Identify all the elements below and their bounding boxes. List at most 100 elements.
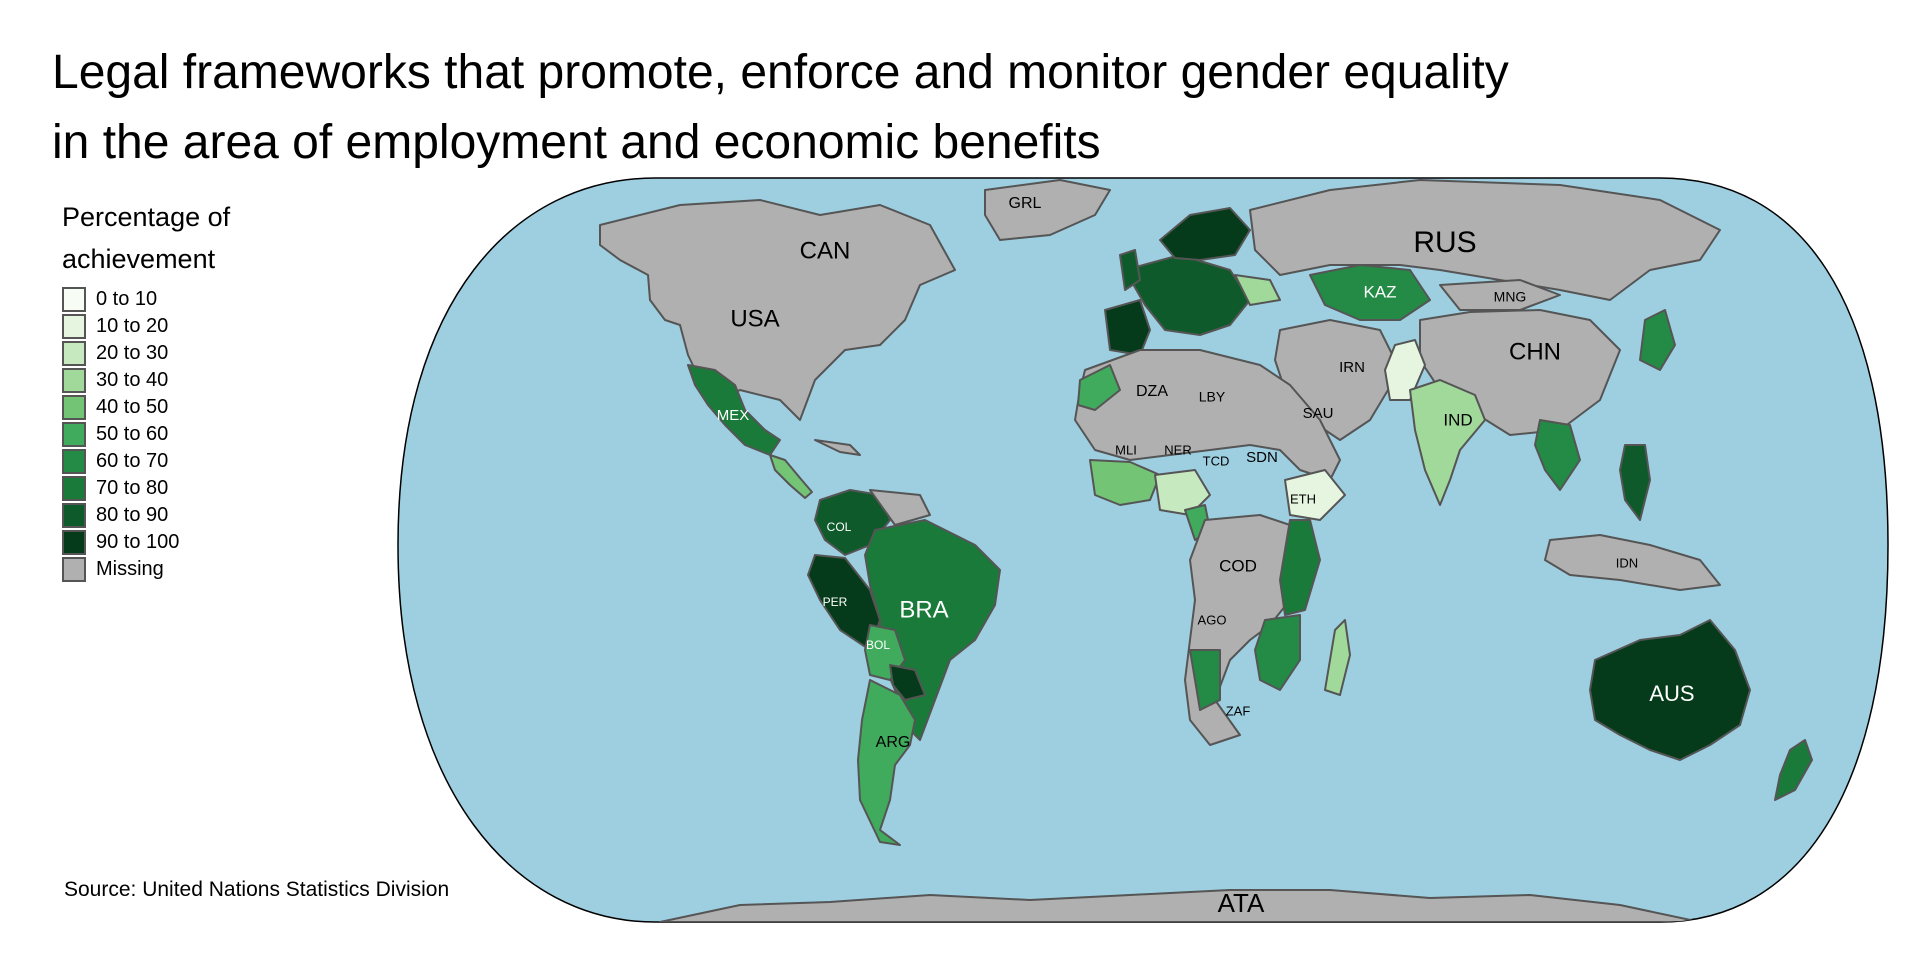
region-nigeria xyxy=(1154,469,1211,516)
region-central-america xyxy=(769,454,813,499)
country-label-lby: LBY xyxy=(1199,389,1226,405)
legend-swatch xyxy=(62,286,86,312)
country-label-rus: RUS xyxy=(1413,226,1476,259)
country-label-ata: ATA xyxy=(1218,888,1265,918)
country-label-mli: MLI xyxy=(1115,442,1137,457)
legend-label: 0 to 10 xyxy=(96,288,158,310)
region-west-africa xyxy=(1089,459,1161,506)
legend-swatch xyxy=(62,556,86,582)
country-label-can: CAN xyxy=(800,237,851,264)
region-east-africa xyxy=(1279,519,1321,616)
region-venezuela xyxy=(869,489,931,526)
region-india xyxy=(1409,379,1486,506)
legend-label: 90 to 100 xyxy=(96,531,180,553)
legend-item: 40 to 50 xyxy=(62,394,302,421)
region-philippines xyxy=(1619,444,1651,521)
country-label-per: PER xyxy=(823,595,848,609)
region-north-america xyxy=(599,199,956,421)
region-europe-west xyxy=(1104,299,1151,356)
region-pakistan xyxy=(1384,339,1426,401)
legend-swatch xyxy=(62,394,86,420)
legend-item: 20 to 30 xyxy=(62,340,302,367)
title-line-2: in the area of employment and economic b… xyxy=(52,116,1101,169)
region-ukraine xyxy=(1234,274,1281,306)
legend-swatch xyxy=(62,367,86,393)
region-australia xyxy=(1589,619,1751,761)
region-mozambique xyxy=(1254,614,1301,691)
title-line-1: Legal frameworks that promote, enforce a… xyxy=(52,46,1509,99)
region-namibia xyxy=(1189,649,1221,711)
legend-item: 50 to 60 xyxy=(62,421,302,448)
country-label-bra: BRA xyxy=(899,596,948,623)
country-label-idn: IDN xyxy=(1616,555,1638,570)
legend-label: 40 to 50 xyxy=(96,396,169,418)
legend-title-line-2: achievement xyxy=(62,244,216,274)
legend-label: 30 to 40 xyxy=(96,369,169,391)
legend-label: 70 to 80 xyxy=(96,477,169,499)
legend-label: 60 to 70 xyxy=(96,450,169,472)
region-antarctica xyxy=(659,889,1701,922)
legend-swatch xyxy=(62,502,86,528)
country-label-ner: NER xyxy=(1164,442,1191,457)
legend-label: 20 to 30 xyxy=(96,342,169,364)
region-ethiopia xyxy=(1284,469,1346,521)
source-note: Source: United Nations Statistics Divisi… xyxy=(64,878,450,901)
legend-swatch xyxy=(62,340,86,366)
country-label-arg: ARG xyxy=(876,734,911,751)
region-argentina xyxy=(857,679,916,846)
legend-swatch xyxy=(62,529,86,555)
region-kazakhstan xyxy=(1309,264,1431,321)
region-paraguay xyxy=(889,664,926,701)
legend-item: 80 to 90 xyxy=(62,502,302,529)
region-madagascar xyxy=(1324,619,1351,696)
legend-item: 90 to 100 xyxy=(62,529,302,556)
legend-swatch xyxy=(62,475,86,501)
country-label-irn: IRN xyxy=(1339,359,1365,376)
country-label-mng: MNG xyxy=(1494,289,1527,305)
legend-label: 80 to 90 xyxy=(96,504,169,526)
legend-item: 10 to 20 xyxy=(62,313,302,340)
region-southeast-asia xyxy=(1534,419,1581,491)
country-label-zaf: ZAF xyxy=(1226,703,1251,718)
country-label-cod: COD xyxy=(1219,556,1257,575)
region-indonesia xyxy=(1544,534,1721,591)
legend-label: 10 to 20 xyxy=(96,315,169,337)
legend-swatch xyxy=(62,313,86,339)
legend: Percentage of achievement 0 to 10 10 to 2… xyxy=(62,196,302,583)
legend-title: Percentage of achievement xyxy=(62,196,302,280)
country-label-bol: BOL xyxy=(866,638,890,652)
legend-title-line-1: Percentage of xyxy=(62,202,231,232)
legend-label: 50 to 60 xyxy=(96,423,169,445)
region-russia xyxy=(1249,179,1721,301)
country-label-col: COL xyxy=(827,520,852,534)
country-label-kaz: KAZ xyxy=(1363,282,1396,301)
legend-item: 70 to 80 xyxy=(62,475,302,502)
country-label-sau: SAU xyxy=(1303,405,1334,422)
country-label-tcd: TCD xyxy=(1203,453,1230,468)
country-label-aus: AUS xyxy=(1649,681,1694,706)
region-morocco xyxy=(1077,364,1121,411)
country-label-sdn: SDN xyxy=(1246,449,1278,466)
legend-item: Missing xyxy=(62,556,302,583)
legend-items: 0 to 10 10 to 20 20 to 30 30 to 40 40 to 50 5… xyxy=(62,286,302,583)
region-scandinavia xyxy=(1159,207,1251,261)
region-mongolia xyxy=(1439,279,1561,311)
country-label-eth: ETH xyxy=(1290,491,1316,506)
country-label-ind: IND xyxy=(1443,410,1472,429)
legend-label: Missing xyxy=(96,558,164,580)
country-labels: CAN USA GRL RUS KAZ MNG CHN IRN SAU IND DZA LBY MLI N… xyxy=(717,195,1695,918)
country-label-grl: GRL xyxy=(1009,195,1042,212)
legend-item: 0 to 10 xyxy=(62,286,302,313)
region-new-zealand xyxy=(1774,739,1813,801)
country-label-ago: AGO xyxy=(1198,612,1227,627)
legend-swatch xyxy=(62,421,86,447)
country-label-mex: MEX xyxy=(717,407,750,424)
region-north-africa xyxy=(1074,349,1341,481)
legend-item: 30 to 40 xyxy=(62,367,302,394)
country-label-usa: USA xyxy=(730,305,779,332)
legend-swatch xyxy=(62,448,86,474)
region-mexico xyxy=(687,364,781,456)
region-japan xyxy=(1639,309,1676,371)
country-label-dza: DZA xyxy=(1136,383,1168,400)
